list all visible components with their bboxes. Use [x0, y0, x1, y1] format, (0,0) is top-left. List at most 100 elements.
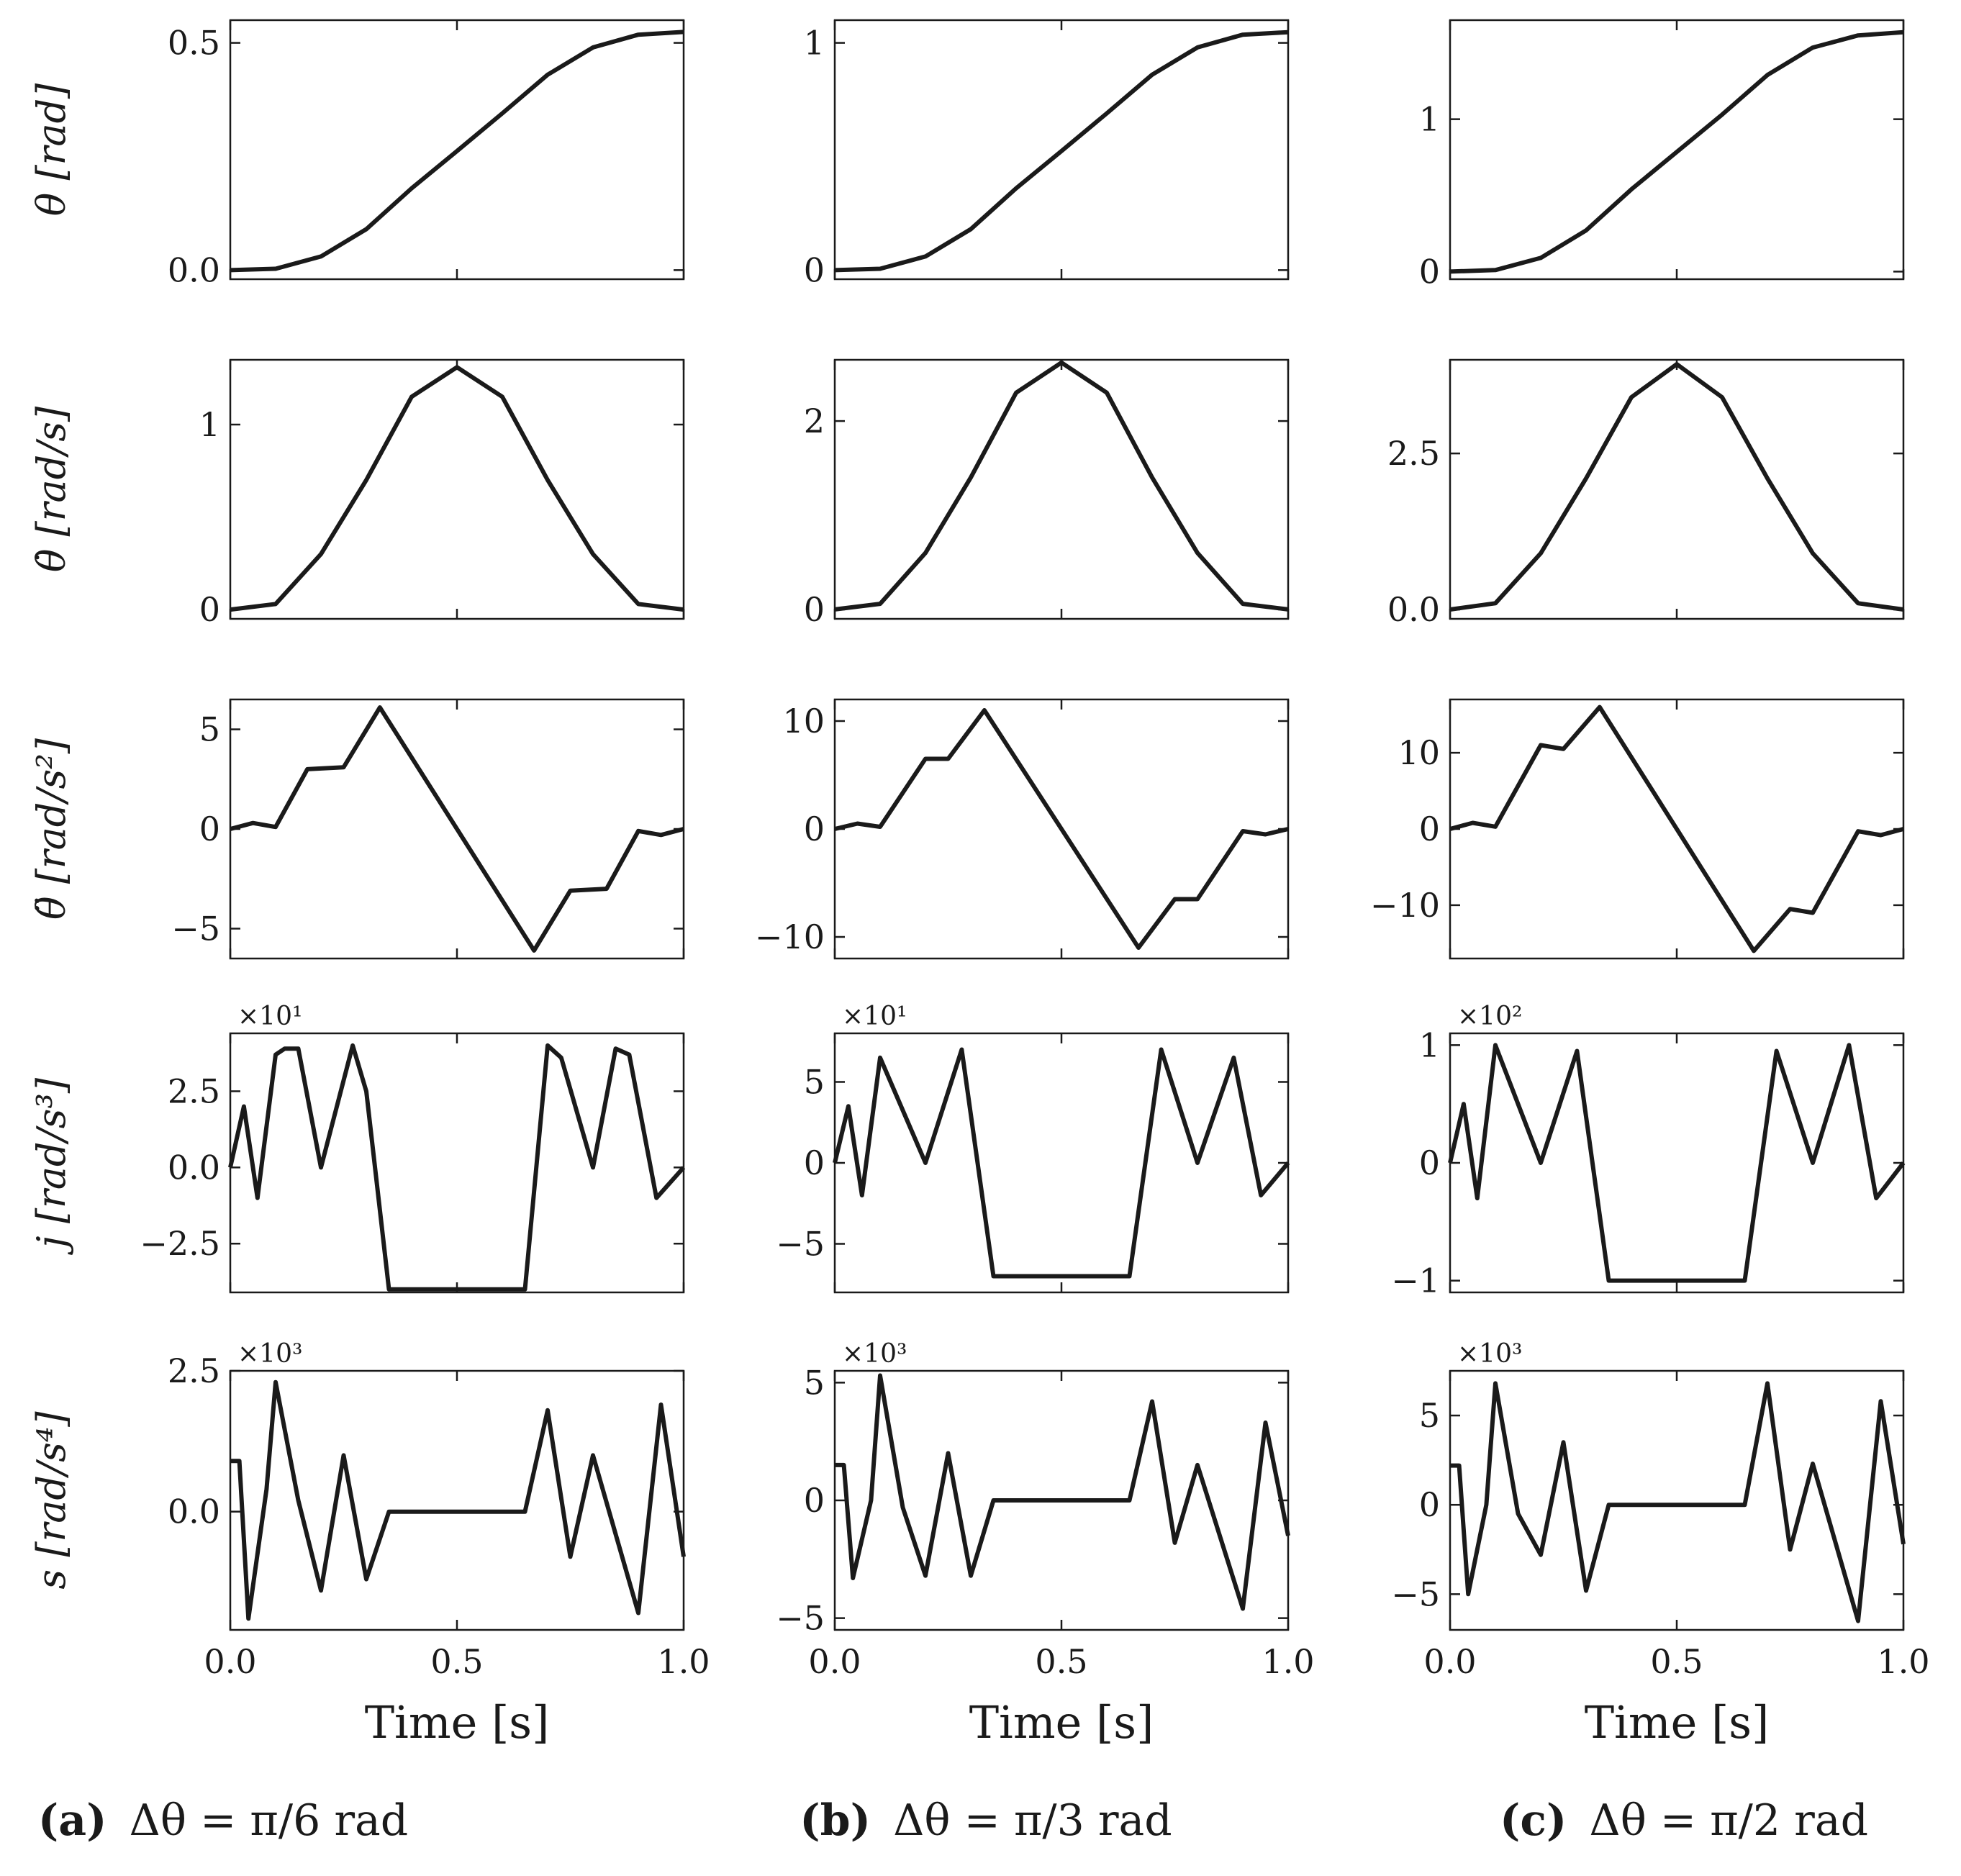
y-tick-label: −2.5 [140, 1224, 220, 1263]
y-tick-label: −5 [776, 1599, 825, 1638]
series-line-s [835, 1373, 1290, 1611]
caption-b: (b) Δθ = π/3 rad [800, 1795, 1172, 1846]
y-tick-label: 0 [199, 810, 220, 848]
x-axis-label: Time [s] [365, 1696, 550, 1749]
y-tick-label: 0 [804, 250, 825, 289]
axes-frame [1449, 1369, 1905, 1631]
series-line-j [833, 1047, 1290, 1279]
axes-frame [833, 1032, 1290, 1294]
panel-b-jerk: −5 0 5 ×10¹ [776, 1002, 1290, 1294]
y-tick-label: 5 [1419, 1396, 1440, 1435]
x-tick-label: 1.0 [1877, 1642, 1929, 1681]
panel-c-pos: 01 [1419, 19, 1905, 291]
row-ylabel: θ̇ [rad/s] [29, 406, 74, 572]
y-tick-label: 5 [199, 710, 220, 749]
series-line-j [1448, 1043, 1906, 1283]
panel-b-snap: −5 0 5 0.0 0.5 1.0 ×10³ Time [s] [776, 1339, 1314, 1749]
y-tick-label: 5 [804, 1363, 825, 1402]
x-tick-label: 1.0 [657, 1642, 710, 1681]
y-tick-label: 1 [1419, 100, 1440, 139]
row-ylabel: j [rad/s³] [29, 1077, 74, 1255]
y-tick-label: −5 [776, 1225, 825, 1264]
panel-c-snap: −5 0 5 0.0 0.5 1.0 ×10³ Time [s] [1391, 1339, 1929, 1749]
multiplier-label: ×10³ [237, 1339, 302, 1369]
multiplier-label: ×10³ [1457, 1339, 1522, 1369]
y-tick-label: 0.0 [168, 250, 220, 289]
caption-c: (c) Δθ = π/2 rad [1500, 1795, 1868, 1846]
x-axis-label: Time [s] [1585, 1696, 1770, 1749]
panel-c-acc: −10 0 10 [1370, 698, 1905, 960]
x-tick-label: 0.5 [430, 1642, 483, 1681]
panel-a-snap: 0.0 2.5 0.0 0.5 1.0 ×10³ s [rad/s⁴] Time [s] [29, 1339, 710, 1749]
y-tick-label: −5 [171, 909, 220, 948]
y-tick-label: 2 [804, 402, 825, 440]
y-tick-label: 1 [1419, 1025, 1440, 1064]
y-tick-label: 0.0 [1387, 590, 1440, 629]
axes-frame [229, 1032, 685, 1294]
axes-frame [1449, 1032, 1905, 1294]
y-tick-label: −1 [1391, 1261, 1440, 1300]
y-tick-label: 0 [1419, 1485, 1440, 1524]
caption-a: (a) Δθ = π/6 rad [38, 1795, 408, 1846]
x-tick-label: 0.0 [1423, 1642, 1476, 1681]
y-tick-label: 0.0 [168, 1148, 220, 1187]
y-tick-label: 0.5 [168, 24, 220, 63]
y-tick-label: 0 [804, 810, 825, 848]
y-tick-label: 10 [782, 702, 825, 740]
row-ylabel: θ [rad] [29, 83, 74, 216]
x-tick-label: 0.0 [204, 1642, 256, 1681]
captions: (a) Δθ = π/6 rad (b) Δθ = π/3 rad (c) Δθ… [38, 1795, 1868, 1846]
panel-c-jerk: −1 0 1 ×10² [1391, 1002, 1906, 1300]
y-tick-label: 1 [804, 24, 825, 63]
series-line-j [228, 1043, 686, 1292]
y-tick-label: 0 [1419, 252, 1440, 291]
panel-b-vel: 02 [804, 358, 1290, 629]
x-tick-label: 0.0 [808, 1642, 861, 1681]
multiplier-label: ×10¹ [237, 1002, 302, 1031]
y-tick-label: 0 [804, 1143, 825, 1182]
y-tick-label: 0 [1419, 1143, 1440, 1182]
series-line-θ [230, 30, 684, 273]
series-line-θ̈ [1449, 704, 1904, 953]
panel-c-vel: 0.0 2.5 [1387, 358, 1905, 629]
y-tick-label: −10 [1370, 886, 1440, 925]
y-tick-label: 0 [1419, 810, 1440, 848]
multiplier-label: ×10³ [842, 1339, 907, 1369]
y-tick-label: 0 [804, 590, 825, 629]
x-tick-label: 0.5 [1650, 1642, 1703, 1681]
panel-b-acc: −10 0 10 [755, 698, 1290, 960]
series-line-s [1450, 1381, 1906, 1623]
y-tick-label: −10 [755, 917, 825, 956]
row-ylabel: θ̈ [rad/s²] [29, 738, 74, 920]
y-tick-label: 2.5 [168, 1351, 220, 1390]
panel-a-acc: −5 0 5 θ̈ [rad/s²] [29, 698, 685, 960]
series-line-θ̇ [230, 365, 684, 612]
series-line-θ̇ [1449, 362, 1904, 612]
y-tick-label: 0 [804, 1481, 825, 1520]
multiplier-label: ×10¹ [842, 1002, 907, 1031]
panel-a-vel: 0 1 θ̇ [rad/s] [29, 358, 685, 629]
series-line-θ̈ [230, 705, 684, 953]
x-axis-label: Time [s] [969, 1696, 1154, 1749]
y-tick-label: 2.5 [1387, 434, 1440, 473]
y-tick-label: 0.0 [168, 1492, 220, 1531]
y-tick-label: 10 [1398, 733, 1440, 772]
x-tick-label: 0.5 [1035, 1642, 1087, 1681]
multiplier-label: ×10² [1457, 1002, 1522, 1031]
series-line-s [230, 1379, 686, 1621]
y-tick-label: −5 [1391, 1574, 1440, 1613]
panel-a-pos: 0.0 0.5 θ [rad] [29, 19, 685, 289]
x-tick-label: 1.0 [1262, 1642, 1314, 1681]
series-line-θ [1449, 30, 1904, 274]
y-tick-label: 0 [199, 590, 220, 629]
panel-b-pos: 01 [804, 19, 1290, 289]
series-line-θ [834, 30, 1289, 273]
series-line-θ̇ [834, 360, 1289, 612]
series-line-θ̈ [834, 708, 1289, 950]
y-tick-label: 2.5 [168, 1071, 220, 1110]
y-tick-label: 1 [199, 405, 220, 444]
y-tick-label: 5 [804, 1063, 825, 1102]
panel-a-jerk: −2.5 0.0 2.5 ×10¹ j [rad/s³] [29, 1002, 686, 1294]
